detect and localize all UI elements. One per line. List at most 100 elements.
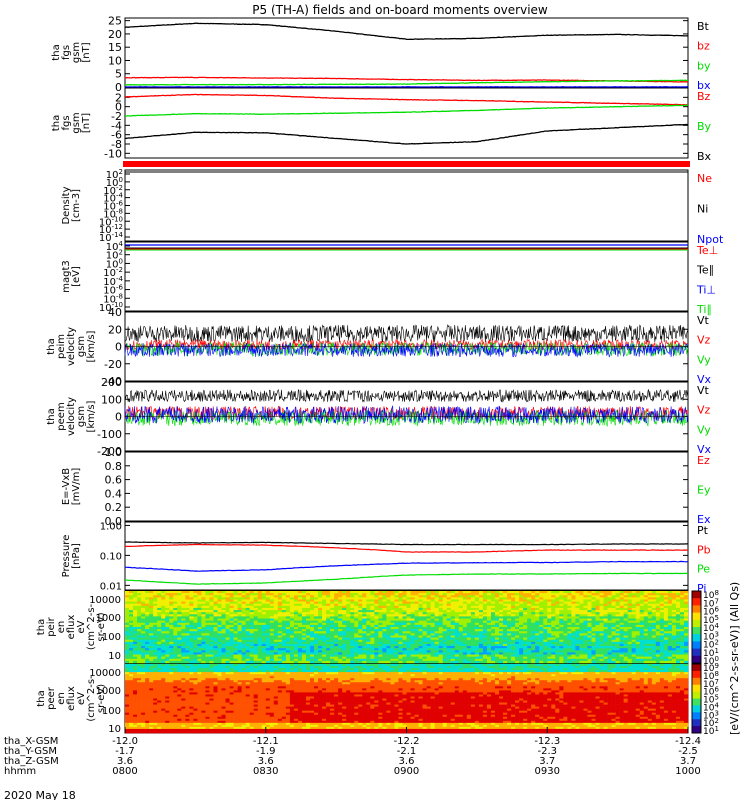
spectrogram-cell [442,605,448,609]
spectrogram-cell [643,646,649,649]
spectrogram-cell [249,631,254,634]
spectrogram-cell [559,652,564,655]
spectrogram-cell [249,650,254,653]
spectrogram-cell [241,652,246,655]
spectrogram-cell [253,631,259,634]
spectrogram-cell [623,627,628,630]
spectrogram-cell [265,654,271,657]
spectrogram-cell [635,660,641,664]
spectrogram-cell [615,595,620,598]
y-tick-label: 0.10 [100,551,122,562]
spectrogram-cell [366,607,371,611]
spectrogram-cell [663,658,669,662]
spectrogram-cell [623,601,628,605]
spectrogram-cell [217,654,222,657]
spectrogram-cell [273,650,279,653]
spectrogram-cell [474,627,480,630]
spectrogram-cell [318,629,323,632]
spectrogram-cell [482,597,488,600]
spectrogram-cell [241,618,246,621]
spectrogram-cell [265,641,271,645]
spectrogram-cell [579,624,584,628]
spectrogram-cell [515,637,520,641]
spectrogram-cell [615,618,620,621]
spectrogram-cell [543,654,548,657]
spectrogram-cell [322,601,327,605]
spectrogram-cell [531,654,536,657]
spectrogram-cell [330,593,335,596]
spectrogram-cell [539,631,544,634]
spectrogram-cell [390,650,395,653]
spectrogram-cell [462,627,468,630]
spectrogram-cell [591,650,596,653]
spectrogram-cell [675,629,681,632]
spectrogram-cell [498,631,504,634]
spectrogram-cell [378,622,383,626]
spectrogram-cell [498,643,504,647]
spectrogram-cell [627,650,632,653]
spectrogram-cell [314,612,319,615]
y-tick-label: 100 [101,393,122,406]
spectrogram-cell [655,597,661,600]
spectrogram-cell [185,654,190,657]
spectrogram-cell [366,618,371,621]
spectrogram-cell [173,654,178,657]
spectrogram-cell [551,633,556,636]
spectrogram-cell [651,639,657,643]
spectrogram-cell [297,656,303,660]
spectrogram-cell [293,637,299,641]
spectrogram-cell [125,658,130,662]
spectrogram-cell [458,650,464,653]
spectrogram-cell [177,635,182,638]
spectrogram-cell [342,648,347,651]
spectrogram-cell [326,603,331,607]
spectrogram-cell [269,614,275,617]
spectrogram-cell [414,624,419,628]
spectrogram-cell [277,648,283,651]
spectrogram-cell [173,643,178,647]
spectrogram-cell [153,648,158,651]
spectrogram-cell [579,610,584,613]
spectrogram-cell [297,629,303,632]
spectrogram-cell [273,618,279,621]
spectrogram-cell [253,593,259,596]
spectrogram-cell [547,658,552,662]
spectrogram-cell [478,643,484,647]
spectrogram-cell [129,614,134,617]
spectrogram-cell [486,658,492,662]
spectrogram-cell [515,607,520,611]
spectrogram-cell [378,652,383,655]
spectrogram-cell [438,650,443,653]
spectrogram-cell [133,620,138,624]
spectrogram-cell [305,599,311,602]
spectrogram-cell [539,641,544,645]
spectrogram-cell [354,637,359,641]
spectrogram-cell [414,641,419,645]
spectrogram-cell [410,595,415,598]
spectrogram-cell [442,641,448,645]
spectrogram-cell [551,639,556,643]
spectrogram-cell [269,631,275,634]
spectrogram-cell [426,607,431,611]
spectrogram-cell [635,631,641,634]
spectrogram-cell [651,610,657,613]
spectrogram-cell [474,650,480,653]
spectrogram-cell [442,648,448,651]
spectrogram-cell [257,591,263,594]
spectrogram-cell [410,639,415,643]
spectrogram-cell [281,658,287,662]
spectrogram-cell [285,614,291,617]
spectrogram-cell [366,646,371,649]
spectrogram-cell [583,607,588,611]
spectrogram-cell [663,650,669,653]
spectrogram-cell [277,614,283,617]
spectrogram-cell [575,601,580,605]
spectrogram-cell [326,622,331,626]
spectrogram-cell [277,639,283,643]
spectrogram-cell [326,616,331,619]
spectrogram-cell [346,607,351,611]
spectrogram-cell [450,646,456,649]
spectrogram-cell [189,618,194,621]
spectrogram-cell [326,660,331,664]
spectrogram-cell [523,599,528,602]
